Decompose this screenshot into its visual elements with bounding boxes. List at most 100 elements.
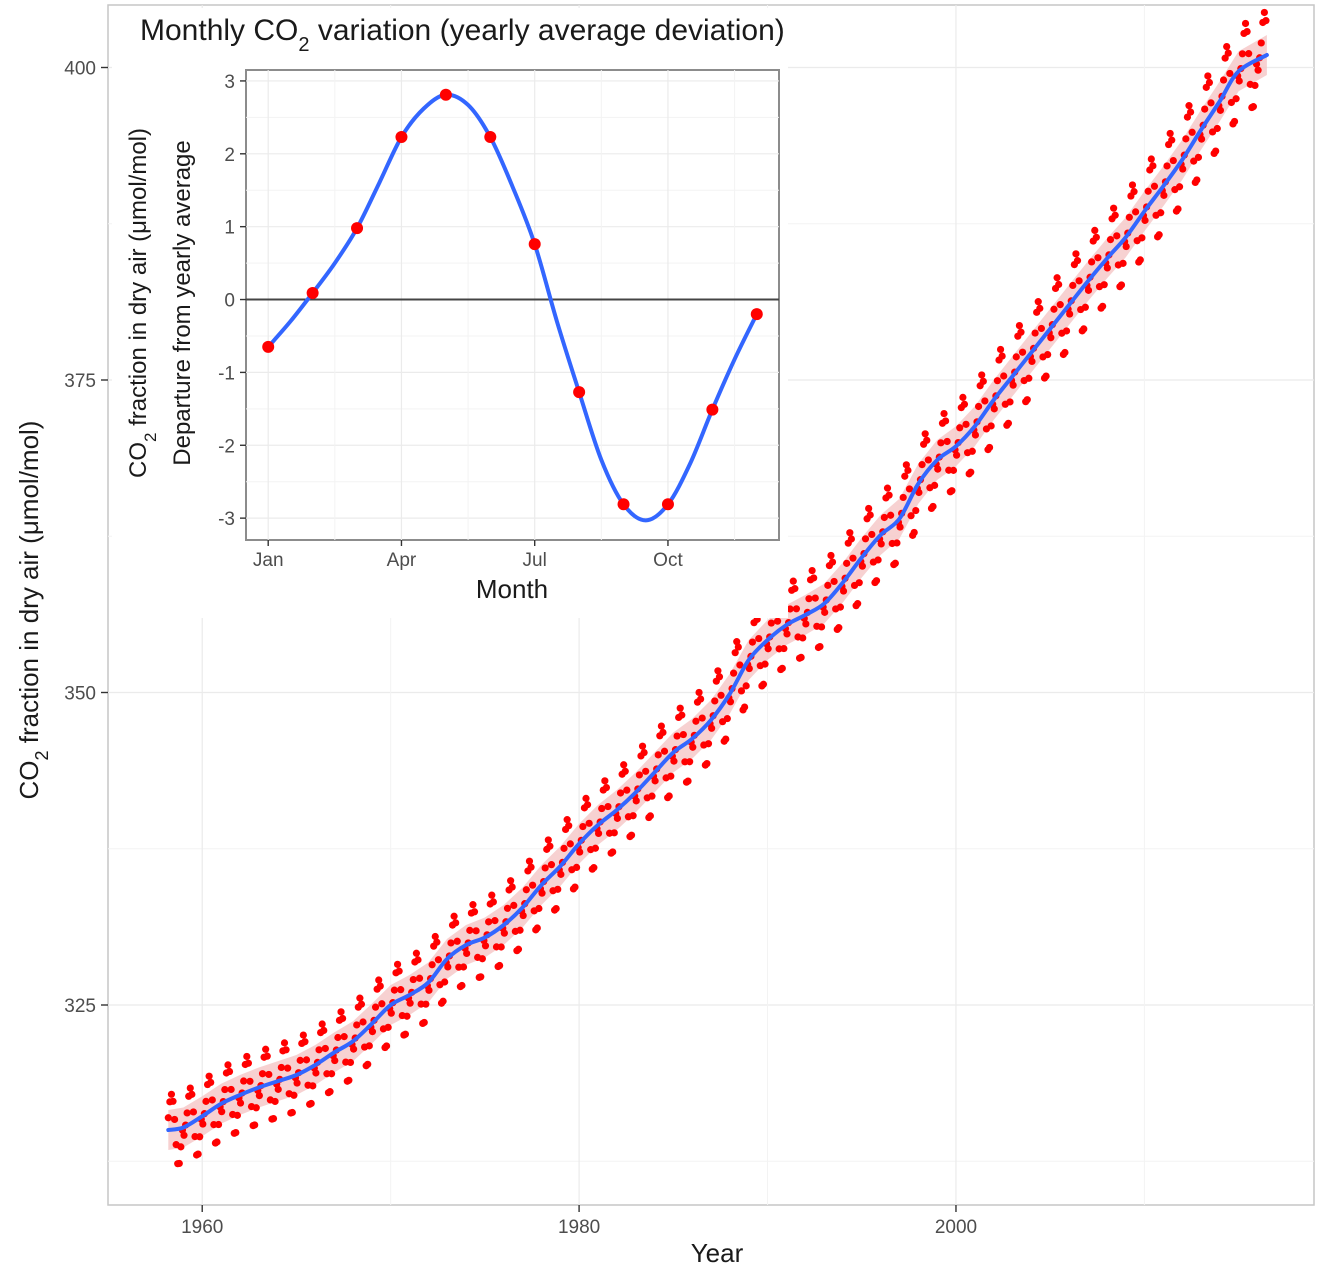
monthly-observation-point bbox=[1182, 135, 1190, 143]
monthly-observation-point bbox=[759, 680, 768, 688]
monthly-observation-point bbox=[877, 540, 885, 548]
monthly-observation-point bbox=[546, 842, 554, 850]
monthly-observation-point bbox=[415, 974, 424, 982]
monthly-observation-point bbox=[307, 1099, 315, 1108]
monthly-observation-point bbox=[1157, 209, 1165, 217]
monthly-observation-point bbox=[742, 682, 750, 690]
monthly-observation-point bbox=[1117, 281, 1126, 289]
monthly-observation-point bbox=[284, 1064, 292, 1072]
inset-y-tick-label: -2 bbox=[218, 436, 235, 457]
inset-month-point bbox=[573, 386, 586, 399]
monthly-observation-point bbox=[450, 912, 458, 920]
monthly-observation-point bbox=[183, 1109, 191, 1117]
monthly-observation-point bbox=[979, 377, 987, 385]
monthly-observation-point bbox=[560, 844, 568, 852]
monthly-observation-point bbox=[1243, 28, 1251, 36]
monthly-observation-point bbox=[828, 558, 837, 566]
monthly-observation-point bbox=[1017, 328, 1025, 336]
main-y-tick-label: 375 bbox=[64, 371, 96, 392]
inset-x-axis-title: Month bbox=[476, 574, 548, 604]
monthly-observation-point bbox=[491, 917, 499, 925]
monthly-observation-point bbox=[1179, 165, 1187, 173]
monthly-observation-point bbox=[459, 963, 468, 971]
monthly-observation-point bbox=[318, 1020, 326, 1028]
monthly-observation-point bbox=[236, 1099, 245, 1107]
monthly-observation-point bbox=[1175, 183, 1184, 191]
monthly-observation-point bbox=[971, 431, 980, 439]
monthly-observation-point bbox=[1230, 117, 1239, 126]
monthly-observation-point bbox=[401, 1030, 410, 1038]
monthly-observation-point bbox=[397, 986, 405, 994]
main-x-axis-ticks: 1960 1980 2000 bbox=[181, 1205, 977, 1238]
monthly-observation-point bbox=[821, 608, 829, 616]
monthly-observation-point bbox=[384, 1023, 392, 1031]
monthly-observation-point bbox=[554, 885, 562, 893]
monthly-observation-point bbox=[731, 649, 739, 657]
monthly-observation-point bbox=[1204, 72, 1212, 80]
inset-month-point bbox=[484, 131, 497, 144]
monthly-observation-point bbox=[583, 801, 592, 809]
monthly-observation-point bbox=[598, 804, 606, 813]
monthly-observation-point bbox=[799, 634, 807, 642]
monthly-observation-point bbox=[805, 595, 813, 603]
monthly-observation-point bbox=[350, 1045, 358, 1053]
monthly-observation-point bbox=[616, 789, 625, 797]
monthly-observation-point bbox=[1055, 280, 1063, 289]
monthly-observation-point bbox=[949, 466, 958, 474]
monthly-observation-point bbox=[708, 724, 716, 732]
monthly-observation-point bbox=[364, 1060, 372, 1068]
monthly-observation-point bbox=[1075, 277, 1083, 285]
monthly-observation-point bbox=[968, 447, 976, 455]
monthly-observation-point bbox=[723, 714, 731, 723]
monthly-observation-point bbox=[170, 1115, 179, 1124]
monthly-observation-point bbox=[177, 1143, 185, 1151]
monthly-observation-point bbox=[243, 1052, 251, 1061]
monthly-observation-point bbox=[1009, 381, 1017, 389]
monthly-observation-point bbox=[218, 1108, 226, 1116]
monthly-observation-point bbox=[425, 986, 433, 994]
monthly-observation-point bbox=[651, 777, 659, 785]
monthly-observation-point bbox=[519, 911, 527, 920]
monthly-observation-point bbox=[962, 420, 970, 428]
monthly-observation-point bbox=[783, 630, 791, 638]
monthly-observation-point bbox=[861, 535, 870, 543]
monthly-observation-point bbox=[395, 967, 403, 975]
monthly-observation-point bbox=[489, 898, 497, 906]
monthly-observation-point bbox=[942, 417, 950, 425]
monthly-observation-point bbox=[924, 456, 932, 464]
monthly-observation-point bbox=[648, 792, 656, 800]
monthly-observation-point bbox=[880, 513, 888, 522]
monthly-observation-point bbox=[458, 981, 466, 990]
monthly-observation-point bbox=[441, 978, 449, 986]
monthly-observation-point bbox=[1213, 124, 1221, 133]
monthly-observation-point bbox=[510, 901, 518, 910]
monthly-observation-point bbox=[1111, 211, 1119, 219]
monthly-observation-point bbox=[320, 1026, 328, 1035]
monthly-observation-point bbox=[213, 1138, 221, 1146]
monthly-observation-point bbox=[931, 481, 939, 489]
monthly-observation-point bbox=[667, 772, 675, 780]
inset-title: Monthly CO2 variation (yearly average de… bbox=[140, 14, 785, 56]
monthly-observation-point bbox=[205, 1072, 213, 1080]
monthly-observation-point bbox=[1042, 372, 1050, 380]
monthly-observation-point bbox=[1197, 135, 1206, 143]
monthly-observation-point bbox=[269, 1115, 278, 1123]
monthly-observation-point bbox=[629, 812, 637, 820]
monthly-observation-point bbox=[393, 960, 402, 968]
main-x-tick-label: 1960 bbox=[181, 1217, 223, 1238]
monthly-observation-point bbox=[602, 783, 611, 792]
monthly-observation-point bbox=[632, 797, 640, 805]
monthly-observation-point bbox=[761, 660, 769, 668]
monthly-observation-point bbox=[265, 1070, 273, 1079]
monthly-observation-point bbox=[288, 1108, 296, 1117]
monthly-observation-point bbox=[974, 402, 983, 411]
monthly-observation-point bbox=[778, 664, 786, 672]
monthly-observation-point bbox=[646, 812, 654, 820]
monthly-observation-point bbox=[328, 1070, 336, 1078]
inset-y-tick-label: 3 bbox=[224, 72, 235, 93]
monthly-observation-point bbox=[202, 1097, 210, 1105]
monthly-observation-point bbox=[412, 949, 421, 957]
monthly-observation-point bbox=[1169, 156, 1177, 165]
monthly-observation-point bbox=[872, 577, 881, 585]
